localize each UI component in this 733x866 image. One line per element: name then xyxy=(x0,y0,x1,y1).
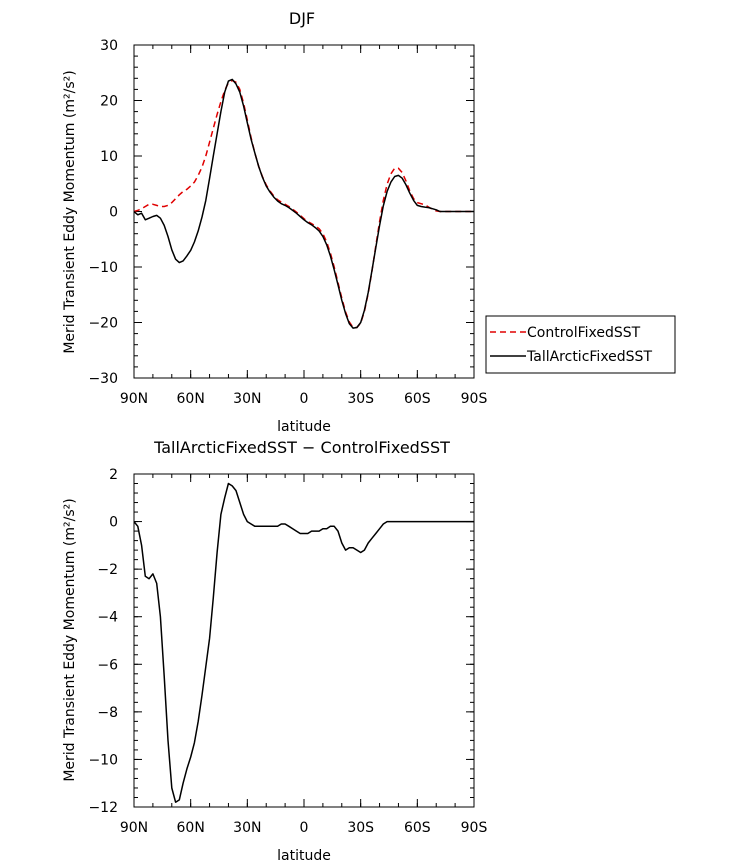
y-tick-label: −20 xyxy=(88,316,118,332)
y-tick-label: 2 xyxy=(109,467,118,483)
x-tick-label: 0 xyxy=(300,391,309,407)
top-x-axis-label: latitude xyxy=(277,419,331,435)
y-tick-label: −8 xyxy=(97,705,118,721)
series-line-difference xyxy=(133,482,474,803)
y-tick-label: −10 xyxy=(88,260,118,276)
bottom-chart-title: TallArcticFixedSST − ControlFixedSST xyxy=(153,438,450,457)
bottom-x-tick-marks xyxy=(133,474,475,807)
series-line-controlfixedsst xyxy=(133,79,474,329)
legend-label-tallarctic: TallArcticFixedSST xyxy=(526,349,652,365)
y-tick-label: 0 xyxy=(109,205,118,221)
x-tick-label: 60S xyxy=(404,820,431,836)
x-tick-label: 90N xyxy=(120,820,148,836)
series-line-tallarcticfixedsst xyxy=(133,78,474,329)
bottom-y-tick-marks xyxy=(134,473,474,808)
top-y-axis-label: Merid Transient Eddy Momentum (m²/s²) xyxy=(62,70,78,353)
x-tick-label: 30S xyxy=(347,820,374,836)
x-tick-label: 90N xyxy=(120,391,148,407)
top-x-tick-marks xyxy=(133,45,475,378)
x-tick-label: 30N xyxy=(233,391,261,407)
y-tick-label: −2 xyxy=(97,562,118,578)
y-tick-label: −6 xyxy=(97,657,118,673)
x-tick-label: 30S xyxy=(347,391,374,407)
top-series-lines xyxy=(133,78,474,329)
y-tick-label: 0 xyxy=(109,515,118,531)
x-tick-label: 90S xyxy=(461,820,488,836)
bottom-y-axis-label: Merid Transient Eddy Momentum (m²/s²) xyxy=(62,498,78,781)
bottom-panel: TallArcticFixedSST − ControlFixedSST 90N… xyxy=(62,438,487,864)
y-tick-label: −30 xyxy=(88,371,118,387)
x-tick-label: 0 xyxy=(300,820,309,836)
y-tick-label: −10 xyxy=(88,752,118,768)
x-tick-label: 60S xyxy=(404,391,431,407)
x-tick-label: 60N xyxy=(177,391,205,407)
x-tick-label: 60N xyxy=(177,820,205,836)
x-tick-label: 30N xyxy=(233,820,261,836)
y-tick-label: −4 xyxy=(97,610,118,626)
bottom-x-axis-label: latitude xyxy=(277,848,331,864)
top-y-tick-marks xyxy=(134,44,474,379)
legend: ControlFixedSST TallArcticFixedSST xyxy=(485,315,676,374)
bottom-x-tick-labels: 90N 60N 30N 0 30S 60S 90S xyxy=(120,820,488,836)
bottom-y-tick-labels: −12 −10 −8 −6 −4 −2 0 2 xyxy=(88,467,118,816)
y-tick-label: −12 xyxy=(88,800,118,816)
top-chart-title: DJF xyxy=(289,9,315,28)
top-y-tick-labels: −30 −20 −10 0 10 20 30 xyxy=(88,38,118,387)
x-tick-label: 90S xyxy=(461,391,488,407)
legend-label-control: ControlFixedSST xyxy=(527,325,641,341)
top-plot-frame xyxy=(133,44,475,379)
y-tick-label: 10 xyxy=(100,149,118,165)
y-tick-label: 20 xyxy=(100,94,118,110)
y-tick-label: 30 xyxy=(100,38,118,54)
bottom-plot-frame xyxy=(133,473,475,808)
top-panel: DJF 90N 60N 30N 0 30S 60S 90S −30 −20 −10 0 10 20 30… xyxy=(62,9,676,435)
legend-box xyxy=(485,315,676,374)
top-x-tick-labels: 90N 60N 30N 0 30S 60S 90S xyxy=(120,391,488,407)
bottom-series-lines xyxy=(133,482,474,803)
